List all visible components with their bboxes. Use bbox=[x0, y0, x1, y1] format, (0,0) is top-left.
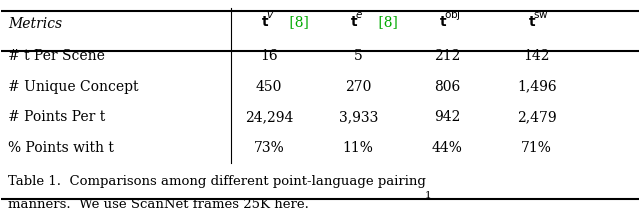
Text: 71%: 71% bbox=[521, 141, 552, 155]
Text: % Points with t: % Points with t bbox=[8, 141, 114, 155]
Text: $e$: $e$ bbox=[355, 10, 363, 20]
Text: # t Per Scene: # t Per Scene bbox=[8, 49, 104, 63]
Text: Table 1.  Comparisons among different point-language pairing: Table 1. Comparisons among different poi… bbox=[8, 175, 426, 188]
Text: $v$: $v$ bbox=[266, 10, 274, 20]
Text: 73%: 73% bbox=[253, 141, 284, 155]
Text: 270: 270 bbox=[345, 79, 371, 94]
Text: 212: 212 bbox=[435, 49, 461, 63]
Text: 142: 142 bbox=[524, 49, 550, 63]
Text: # Unique Concept: # Unique Concept bbox=[8, 79, 138, 94]
Text: 24,294: 24,294 bbox=[245, 110, 293, 124]
Text: $\mathrm{obj}$: $\mathrm{obj}$ bbox=[444, 8, 461, 22]
Text: [8]: [8] bbox=[374, 15, 398, 29]
Text: 11%: 11% bbox=[343, 141, 374, 155]
Text: 2,479: 2,479 bbox=[517, 110, 556, 124]
Text: $\mathbf{t}$: $\mathbf{t}$ bbox=[439, 15, 447, 29]
Text: $\mathbf{t}$: $\mathbf{t}$ bbox=[529, 15, 537, 29]
Text: 44%: 44% bbox=[432, 141, 463, 155]
Text: 16: 16 bbox=[260, 49, 278, 63]
Text: 1,496: 1,496 bbox=[517, 79, 556, 94]
Text: $\mathbf{t}$: $\mathbf{t}$ bbox=[260, 15, 269, 29]
Text: 806: 806 bbox=[435, 79, 461, 94]
Text: 5: 5 bbox=[354, 49, 363, 63]
Text: 3,933: 3,933 bbox=[339, 110, 378, 124]
Text: manners.  We use ScanNet frames 25K here.: manners. We use ScanNet frames 25K here. bbox=[8, 198, 308, 211]
Text: Metrics: Metrics bbox=[8, 17, 62, 31]
Text: # Points Per t: # Points Per t bbox=[8, 110, 105, 124]
Text: 450: 450 bbox=[256, 79, 282, 94]
Text: [8]: [8] bbox=[285, 15, 309, 29]
Text: $\mathbf{t}$: $\mathbf{t}$ bbox=[350, 15, 358, 29]
Text: 1: 1 bbox=[425, 191, 432, 200]
Text: $\mathrm{sw}$: $\mathrm{sw}$ bbox=[534, 10, 549, 20]
Text: 942: 942 bbox=[435, 110, 461, 124]
